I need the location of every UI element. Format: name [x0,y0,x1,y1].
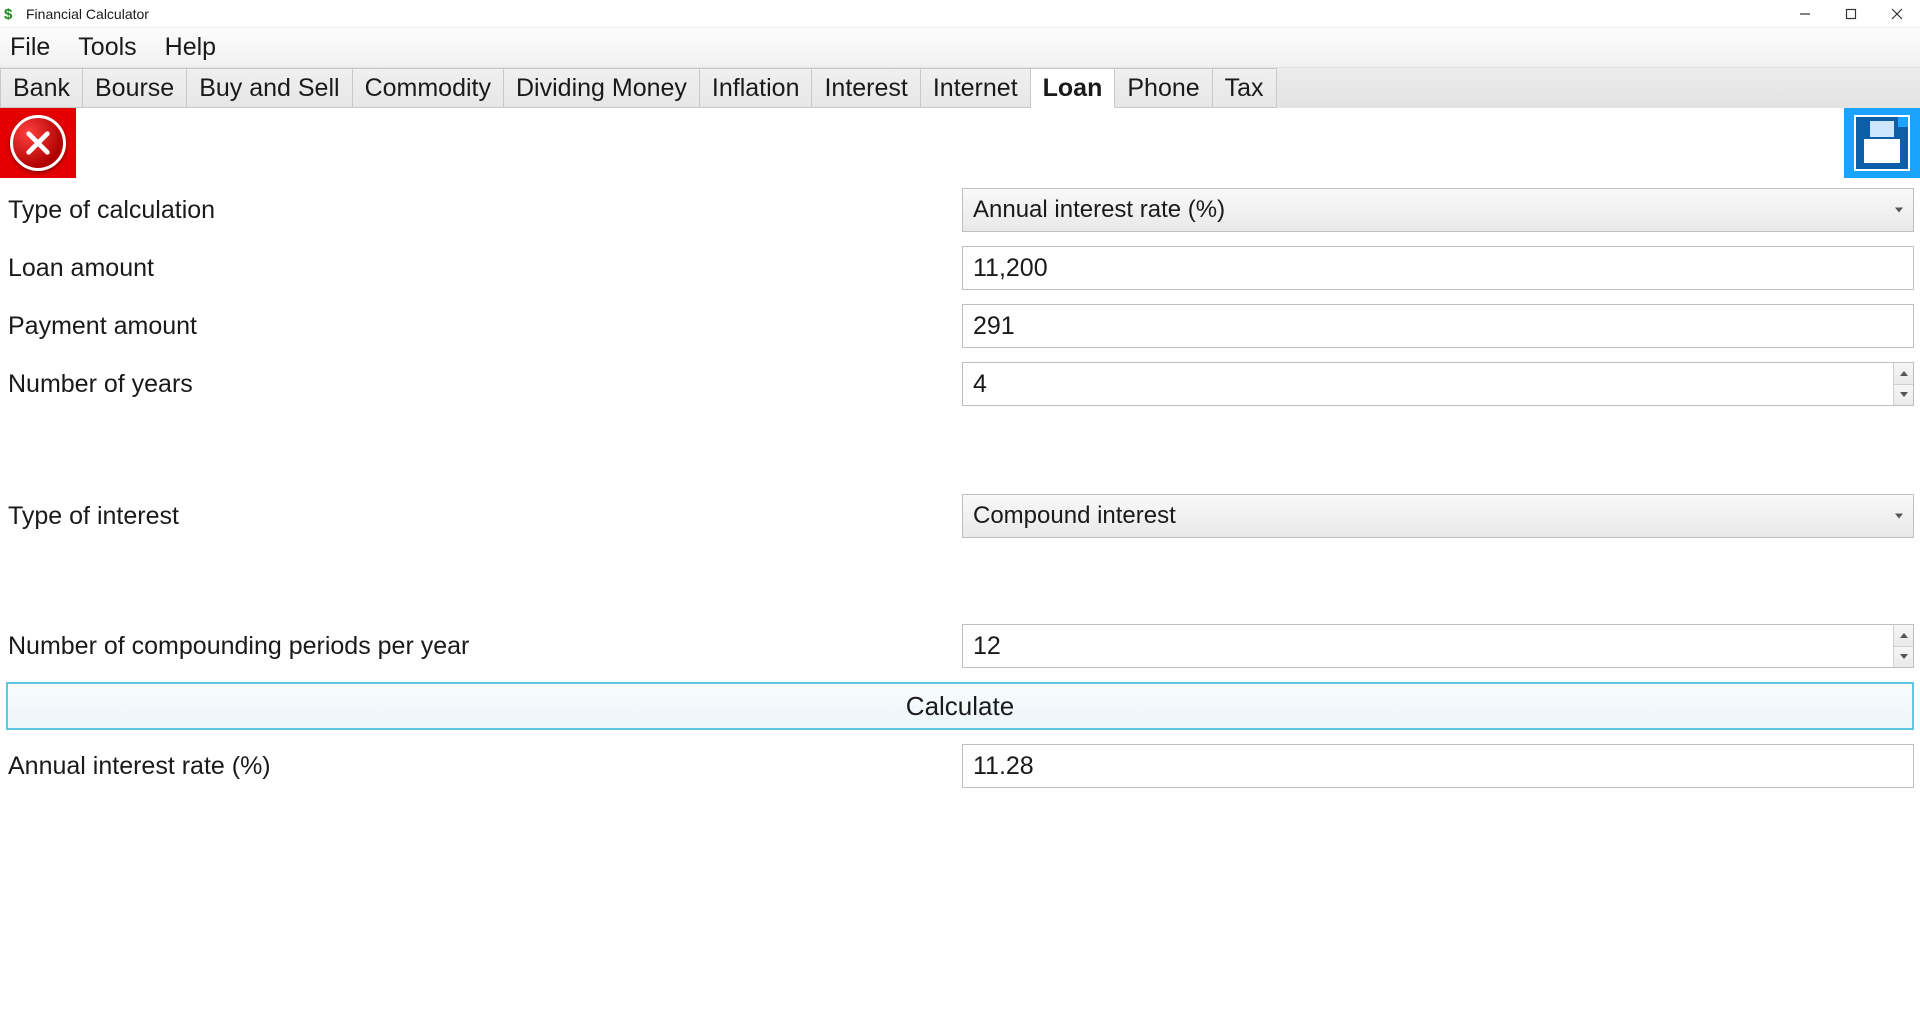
chevron-down-icon [1900,654,1908,659]
label-number-of-years: Number of years [6,370,958,399]
calculate-button[interactable]: Calculate [6,682,1914,730]
titlebar: $ Financial Calculator [0,0,1920,28]
spin-number-of-years-value: 4 [963,363,1893,405]
chevron-down-icon [1900,392,1908,397]
tabsbar: Bank Bourse Buy and Sell Commodity Divid… [0,68,1920,108]
select-type-of-interest-value: Compound interest [973,502,1176,530]
menu-help[interactable]: Help [165,33,216,62]
output-result-value: 11.28 [973,752,1034,781]
spin-compounding-periods-value: 12 [963,625,1893,667]
toolrow [0,108,1920,178]
maximize-icon [1845,8,1857,20]
spin-up-button[interactable] [1894,363,1913,385]
minimize-icon [1799,8,1811,20]
app-icon: $ [4,6,20,22]
menu-file[interactable]: File [10,33,50,62]
label-compounding-periods: Number of compounding periods per year [6,632,958,661]
close-window-button[interactable] [1874,0,1920,28]
input-loan-amount-value: 11,200 [973,254,1048,283]
select-type-of-interest[interactable]: Compound interest [962,494,1914,538]
save-icon [1854,115,1910,171]
window-title: Financial Calculator [26,6,1782,22]
spin-compounding-periods[interactable]: 12 [962,624,1914,668]
input-loan-amount[interactable]: 11,200 [962,246,1914,290]
label-payment-amount: Payment amount [6,312,958,341]
chevron-up-icon [1900,371,1908,376]
clear-button[interactable] [0,108,76,178]
tab-tax[interactable]: Tax [1213,68,1277,108]
spin-down-button[interactable] [1894,385,1913,406]
tab-buy-and-sell[interactable]: Buy and Sell [187,68,352,108]
menu-tools[interactable]: Tools [78,33,136,62]
menubar: File Tools Help [0,28,1920,68]
input-payment-amount-value: 291 [973,312,1015,341]
label-type-of-interest: Type of interest [6,502,958,531]
tab-bourse[interactable]: Bourse [83,68,187,108]
tab-loan[interactable]: Loan [1031,68,1116,108]
tab-inflation[interactable]: Inflation [700,68,813,108]
chevron-down-icon [1895,514,1903,519]
form: Type of calculation Annual interest rate… [0,178,1920,788]
chevron-up-icon [1900,633,1908,638]
close-icon [10,115,66,171]
tab-bank[interactable]: Bank [0,68,83,108]
spin-down-button[interactable] [1894,647,1913,668]
label-result: Annual interest rate (%) [6,752,958,781]
tab-dividing-money[interactable]: Dividing Money [504,68,700,108]
label-type-of-calculation: Type of calculation [6,196,958,225]
tab-internet[interactable]: Internet [921,68,1031,108]
tab-commodity[interactable]: Commodity [353,68,504,108]
input-payment-amount[interactable]: 291 [962,304,1914,348]
app-window: $ Financial Calculator File Tools Help B… [0,0,1920,1020]
spin-number-of-years[interactable]: 4 [962,362,1914,406]
chevron-down-icon [1895,208,1903,213]
minimize-button[interactable] [1782,0,1828,28]
select-type-of-calculation-value: Annual interest rate (%) [973,196,1225,224]
select-type-of-calculation[interactable]: Annual interest rate (%) [962,188,1914,232]
spin-up-button[interactable] [1894,625,1913,647]
maximize-button[interactable] [1828,0,1874,28]
close-window-icon [1891,8,1903,20]
spacer [6,420,1914,480]
calculate-button-label: Calculate [906,691,1014,722]
save-button[interactable] [1844,108,1920,178]
tab-interest[interactable]: Interest [812,68,920,108]
tab-phone[interactable]: Phone [1115,68,1212,108]
label-loan-amount: Loan amount [6,254,958,283]
spacer [6,552,1914,610]
output-result[interactable]: 11.28 [962,744,1914,788]
